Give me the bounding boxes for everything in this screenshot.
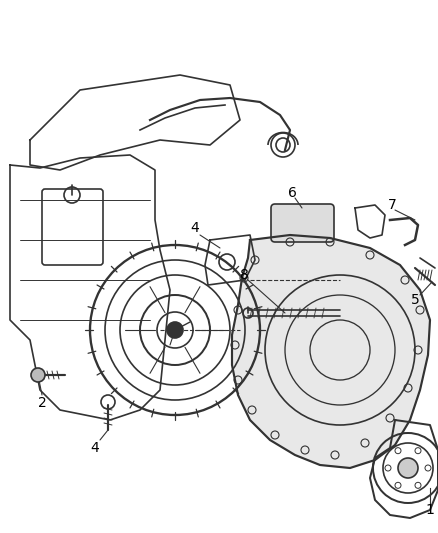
FancyBboxPatch shape <box>271 204 334 242</box>
Text: 6: 6 <box>288 186 297 200</box>
Circle shape <box>398 458 418 478</box>
Circle shape <box>167 322 183 338</box>
FancyBboxPatch shape <box>42 189 103 265</box>
Polygon shape <box>232 235 430 468</box>
Text: 8: 8 <box>240 268 248 282</box>
Text: 4: 4 <box>191 221 199 235</box>
Text: 1: 1 <box>426 503 434 517</box>
Circle shape <box>31 368 45 382</box>
Text: 5: 5 <box>411 293 419 307</box>
Text: 4: 4 <box>91 441 99 455</box>
Text: 2: 2 <box>38 396 46 410</box>
Text: 7: 7 <box>388 198 396 212</box>
